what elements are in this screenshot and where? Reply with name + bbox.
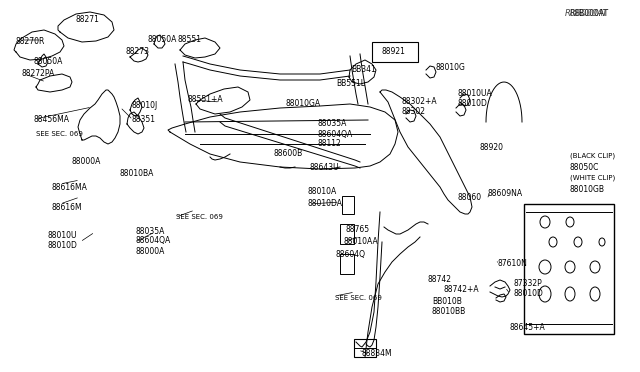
Text: BB341: BB341 <box>351 65 376 74</box>
Text: 88604Q: 88604Q <box>336 250 366 259</box>
Text: 88271: 88271 <box>76 16 100 25</box>
Text: SEE SEC. 069: SEE SEC. 069 <box>36 131 83 137</box>
Text: 88742+A: 88742+A <box>444 285 479 295</box>
Text: 88643U: 88643U <box>309 163 339 171</box>
Text: 88010UA: 88010UA <box>458 90 493 99</box>
Text: 88270R: 88270R <box>16 38 45 46</box>
Text: 88273: 88273 <box>126 48 150 57</box>
Text: 88921: 88921 <box>381 48 405 57</box>
Text: 88035A: 88035A <box>135 227 164 235</box>
Text: R8B000AT: R8B000AT <box>564 10 608 19</box>
Text: 88604QA: 88604QA <box>135 237 170 246</box>
Text: (WHITE CLIP): (WHITE CLIP) <box>570 175 615 181</box>
Text: 88600B: 88600B <box>274 150 303 158</box>
Bar <box>354 339 376 357</box>
Bar <box>340 224 354 244</box>
Text: 88010J: 88010J <box>131 102 157 110</box>
Text: 88010BA: 88010BA <box>120 170 154 179</box>
Text: 88010GB: 88010GB <box>570 185 605 193</box>
Text: 88010D: 88010D <box>514 289 544 298</box>
Text: 88010G: 88010G <box>436 64 466 73</box>
Text: 88351: 88351 <box>131 115 155 125</box>
Text: 88000A: 88000A <box>72 157 101 167</box>
Text: 88616M: 88616M <box>52 202 83 212</box>
Text: 88010D: 88010D <box>48 241 78 250</box>
Text: 88604QA: 88604QA <box>318 129 353 138</box>
Text: 88302+A: 88302+A <box>402 97 438 106</box>
Text: 88050A: 88050A <box>34 57 63 65</box>
Text: 88742: 88742 <box>427 275 451 283</box>
Bar <box>340 254 354 274</box>
Text: 88456MA: 88456MA <box>34 115 70 125</box>
Text: 88050A: 88050A <box>148 35 177 45</box>
Text: SEE SEC. 069: SEE SEC. 069 <box>335 295 382 301</box>
Text: 88645+A: 88645+A <box>509 324 545 333</box>
Text: 88010BB: 88010BB <box>432 308 467 317</box>
Text: 88616MA: 88616MA <box>52 183 88 192</box>
Bar <box>524 204 614 334</box>
Text: BB010B: BB010B <box>432 298 462 307</box>
Text: 88112: 88112 <box>318 140 342 148</box>
Text: 88010U: 88010U <box>48 231 77 241</box>
Text: 87610N: 87610N <box>497 260 527 269</box>
Text: 88551+A: 88551+A <box>188 96 223 105</box>
Text: 88920: 88920 <box>480 142 504 151</box>
Text: 88609NA: 88609NA <box>488 189 523 199</box>
Text: 88060: 88060 <box>458 192 482 202</box>
Text: R8B000AT: R8B000AT <box>569 10 608 19</box>
Text: 88010D: 88010D <box>458 99 488 109</box>
Text: 88000A: 88000A <box>135 247 164 256</box>
Text: 88010A: 88010A <box>307 187 336 196</box>
Text: 88765: 88765 <box>346 225 370 234</box>
Text: 88834M: 88834M <box>362 350 392 359</box>
Bar <box>342 196 354 214</box>
Text: SEE SEC. 069: SEE SEC. 069 <box>176 214 223 220</box>
Bar <box>372 42 418 62</box>
Text: 88010AA: 88010AA <box>344 237 379 246</box>
Text: 88010GA: 88010GA <box>286 99 321 109</box>
Text: BB551L: BB551L <box>336 80 365 89</box>
Text: 88035A: 88035A <box>318 119 348 128</box>
Text: 87332P: 87332P <box>514 279 543 289</box>
Text: 88050C: 88050C <box>570 163 600 171</box>
Text: (BLACK CLIP): (BLACK CLIP) <box>570 153 615 159</box>
Text: 88272PA: 88272PA <box>22 70 55 78</box>
Text: 88302: 88302 <box>402 108 426 116</box>
Text: 88010DA: 88010DA <box>307 199 342 208</box>
Text: 88551: 88551 <box>178 35 202 45</box>
